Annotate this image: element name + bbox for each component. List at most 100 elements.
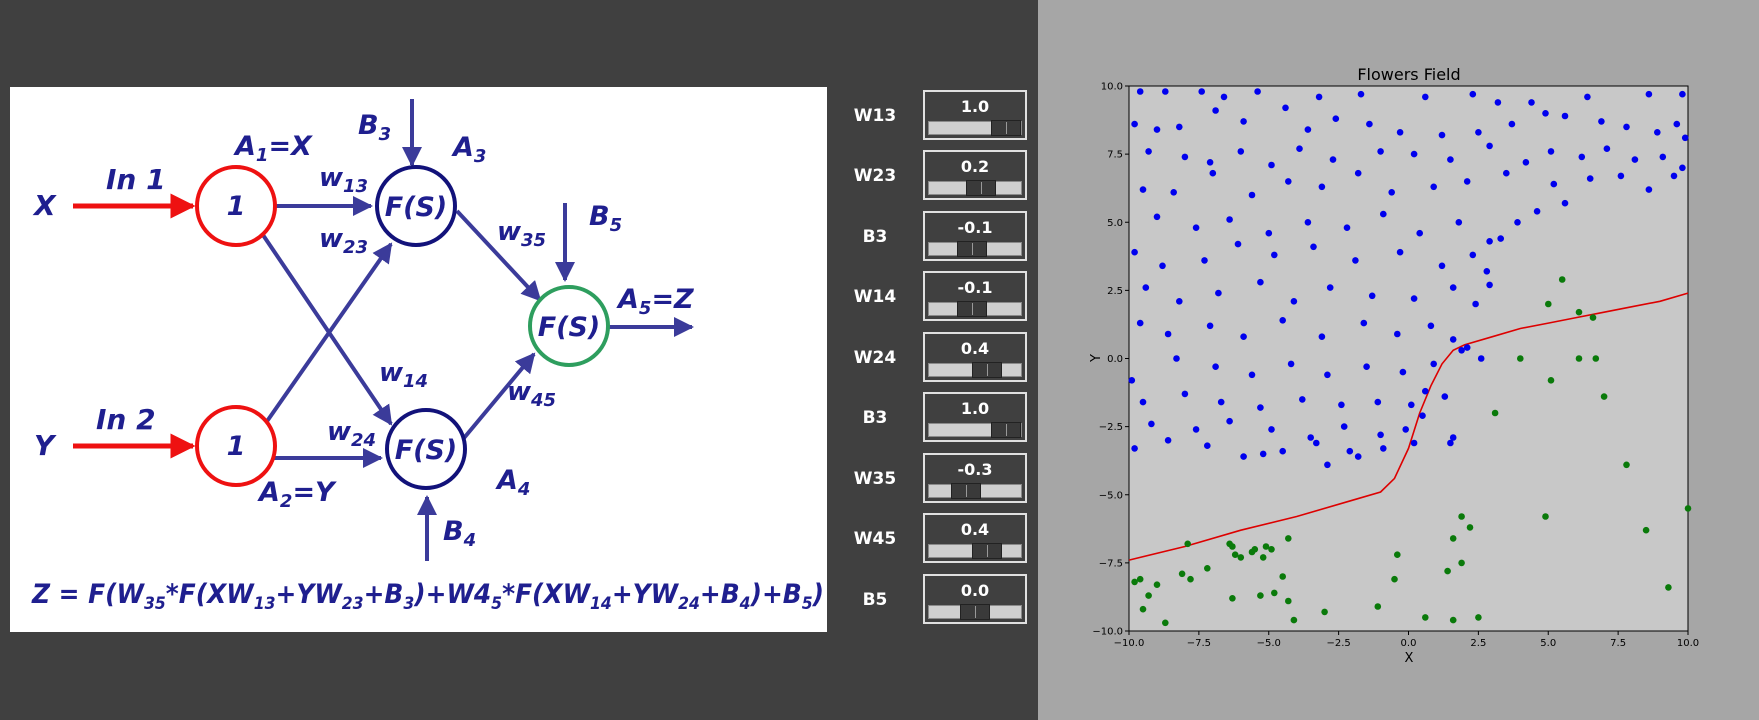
green-point [1145, 592, 1152, 599]
y-tick-label: 2.5 [1107, 286, 1123, 297]
blue-point [1282, 104, 1289, 112]
slider-b5[interactable]: 0.0 [923, 574, 1027, 624]
in2-label: In 2 [96, 403, 156, 436]
slider-b3[interactable]: 1.0 [923, 392, 1027, 442]
blue-point [1542, 110, 1549, 117]
slider-track[interactable] [928, 120, 1022, 136]
slider-w24[interactable]: 0.4 [923, 332, 1027, 382]
blue-point [1455, 219, 1463, 226]
network-diagram: 1 1 F(S) F(S) F(S) X Y In 1 In 2 A1=X A2… [10, 87, 827, 632]
blue-point [1192, 426, 1200, 433]
slider-w35[interactable]: -0.3 [923, 453, 1027, 503]
blue-point [1153, 126, 1161, 133]
blue-point [1145, 148, 1152, 155]
blue-point [1357, 90, 1365, 98]
blue-point [1318, 183, 1326, 191]
blue-point [1603, 145, 1611, 152]
slider-label-w24: W24 [853, 348, 897, 368]
slider-value: -0.1 [957, 218, 993, 237]
blue-point [1343, 224, 1351, 231]
blue-point [1458, 347, 1465, 354]
x-tick-label: 7.5 [1610, 638, 1626, 649]
plot-title: Flowers Field [1357, 65, 1460, 84]
blue-point [1377, 431, 1384, 439]
blue-point [1164, 330, 1172, 338]
blue-point [1449, 336, 1457, 343]
node1-text: 1 [227, 191, 246, 222]
slider-w13[interactable]: 1.0 [923, 90, 1027, 140]
slider-thumb[interactable] [991, 422, 1021, 438]
slider-track[interactable] [928, 180, 1022, 196]
slider-track[interactable] [928, 301, 1022, 317]
green-point [1589, 314, 1597, 321]
blue-point [1679, 90, 1686, 98]
blue-point [1176, 123, 1183, 131]
slider-label-b3: B3 [862, 408, 888, 428]
slider-w45[interactable]: 0.4 [923, 513, 1027, 563]
blue-point [1287, 360, 1295, 368]
slider-w14[interactable]: -0.1 [923, 271, 1027, 321]
slider-track[interactable] [928, 483, 1022, 499]
hidden-node-3 [375, 165, 457, 247]
green-point [1290, 616, 1298, 624]
b3-label: B3 [358, 110, 391, 145]
edge-w23 [261, 242, 393, 429]
blue-point [1486, 142, 1493, 150]
slider-track[interactable] [928, 362, 1022, 378]
blue-point [1578, 153, 1586, 161]
green-point [1204, 565, 1211, 572]
edge-w45 [462, 352, 536, 440]
slider-b3[interactable]: -0.1 [923, 211, 1027, 261]
blue-point [1430, 183, 1437, 191]
green-point [1391, 575, 1398, 583]
blue-point [1198, 88, 1205, 95]
blue-point [1508, 120, 1516, 128]
green-point [1237, 554, 1245, 561]
blue-point [1332, 115, 1340, 122]
green-point [1542, 513, 1549, 520]
slider-thumb[interactable] [951, 483, 981, 499]
blue-point [1326, 284, 1334, 291]
blue-point [1173, 355, 1180, 362]
w23-label: w23 [319, 224, 368, 258]
input-x-label: X [32, 189, 57, 222]
blue-point [1240, 333, 1247, 341]
blue-point [1483, 268, 1491, 275]
blue-point [1324, 461, 1331, 469]
slider-thumb[interactable] [957, 241, 987, 257]
green-point [1449, 535, 1457, 542]
slider-track[interactable] [928, 422, 1022, 438]
blue-point [1215, 289, 1222, 297]
y-tick-label: 5.0 [1107, 218, 1123, 229]
slider-thumb[interactable] [972, 543, 1002, 559]
green-point [1268, 546, 1275, 553]
green-point [1131, 578, 1138, 586]
slider-w23[interactable]: 0.2 [923, 150, 1027, 200]
blue-point [1463, 178, 1471, 185]
slider-thumb[interactable] [972, 362, 1002, 378]
x-tick-label: −7.5 [1187, 638, 1211, 649]
plot-area [1128, 85, 1689, 632]
slider-value: 0.0 [960, 581, 990, 600]
slider-track[interactable] [928, 241, 1022, 257]
blue-point [1486, 238, 1493, 245]
green-point [1262, 543, 1270, 550]
blue-point [1248, 371, 1256, 379]
green-point [1475, 614, 1482, 621]
blue-point [1254, 88, 1261, 95]
slider-thumb[interactable] [957, 301, 987, 317]
blue-point [1472, 300, 1479, 308]
slider-thumb[interactable] [966, 180, 996, 196]
y-tick-label: −7.5 [1099, 558, 1123, 569]
blue-point [1363, 363, 1370, 371]
blue-point [1497, 235, 1504, 242]
slider-value: -0.1 [957, 278, 993, 297]
slider-thumb[interactable] [960, 604, 990, 620]
slider-track[interactable] [928, 543, 1022, 559]
y-tick-label: 10.0 [1101, 82, 1123, 93]
node4-text: F(S) [395, 435, 458, 466]
green-point [1257, 592, 1264, 599]
slider-thumb[interactable] [991, 120, 1021, 136]
x-tick-label: 10.0 [1677, 638, 1699, 649]
slider-track[interactable] [928, 604, 1022, 620]
